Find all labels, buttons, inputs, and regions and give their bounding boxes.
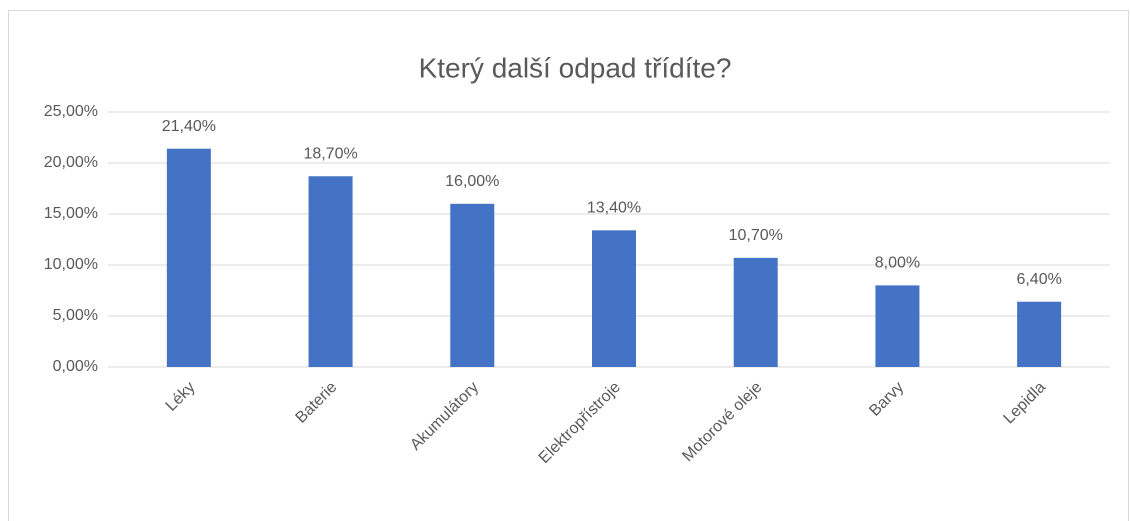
value-label: 8,00% [875,255,920,272]
value-label: 10,70% [729,227,783,244]
value-label: 16,00% [445,173,499,190]
y-tick-label: 5,00% [53,307,98,324]
y-tick-label: 0,00% [53,358,98,375]
bar [450,203,495,367]
bar [592,230,636,367]
value-label: 13,40% [587,200,641,217]
y-tick-label: 25,00% [44,103,98,120]
value-label: 6,40% [1016,271,1061,288]
bar [166,148,211,367]
bar [875,285,920,367]
bar [733,257,778,367]
value-label: 18,70% [303,145,357,162]
y-tick-label: 10,00% [44,256,98,273]
value-label: 21,40% [162,118,216,135]
bar [308,176,353,367]
y-tick-label: 20,00% [44,154,98,171]
chart-title: Který další odpad třídíte? [419,52,732,83]
bar [1017,301,1062,367]
y-tick-label: 15,00% [44,205,98,222]
